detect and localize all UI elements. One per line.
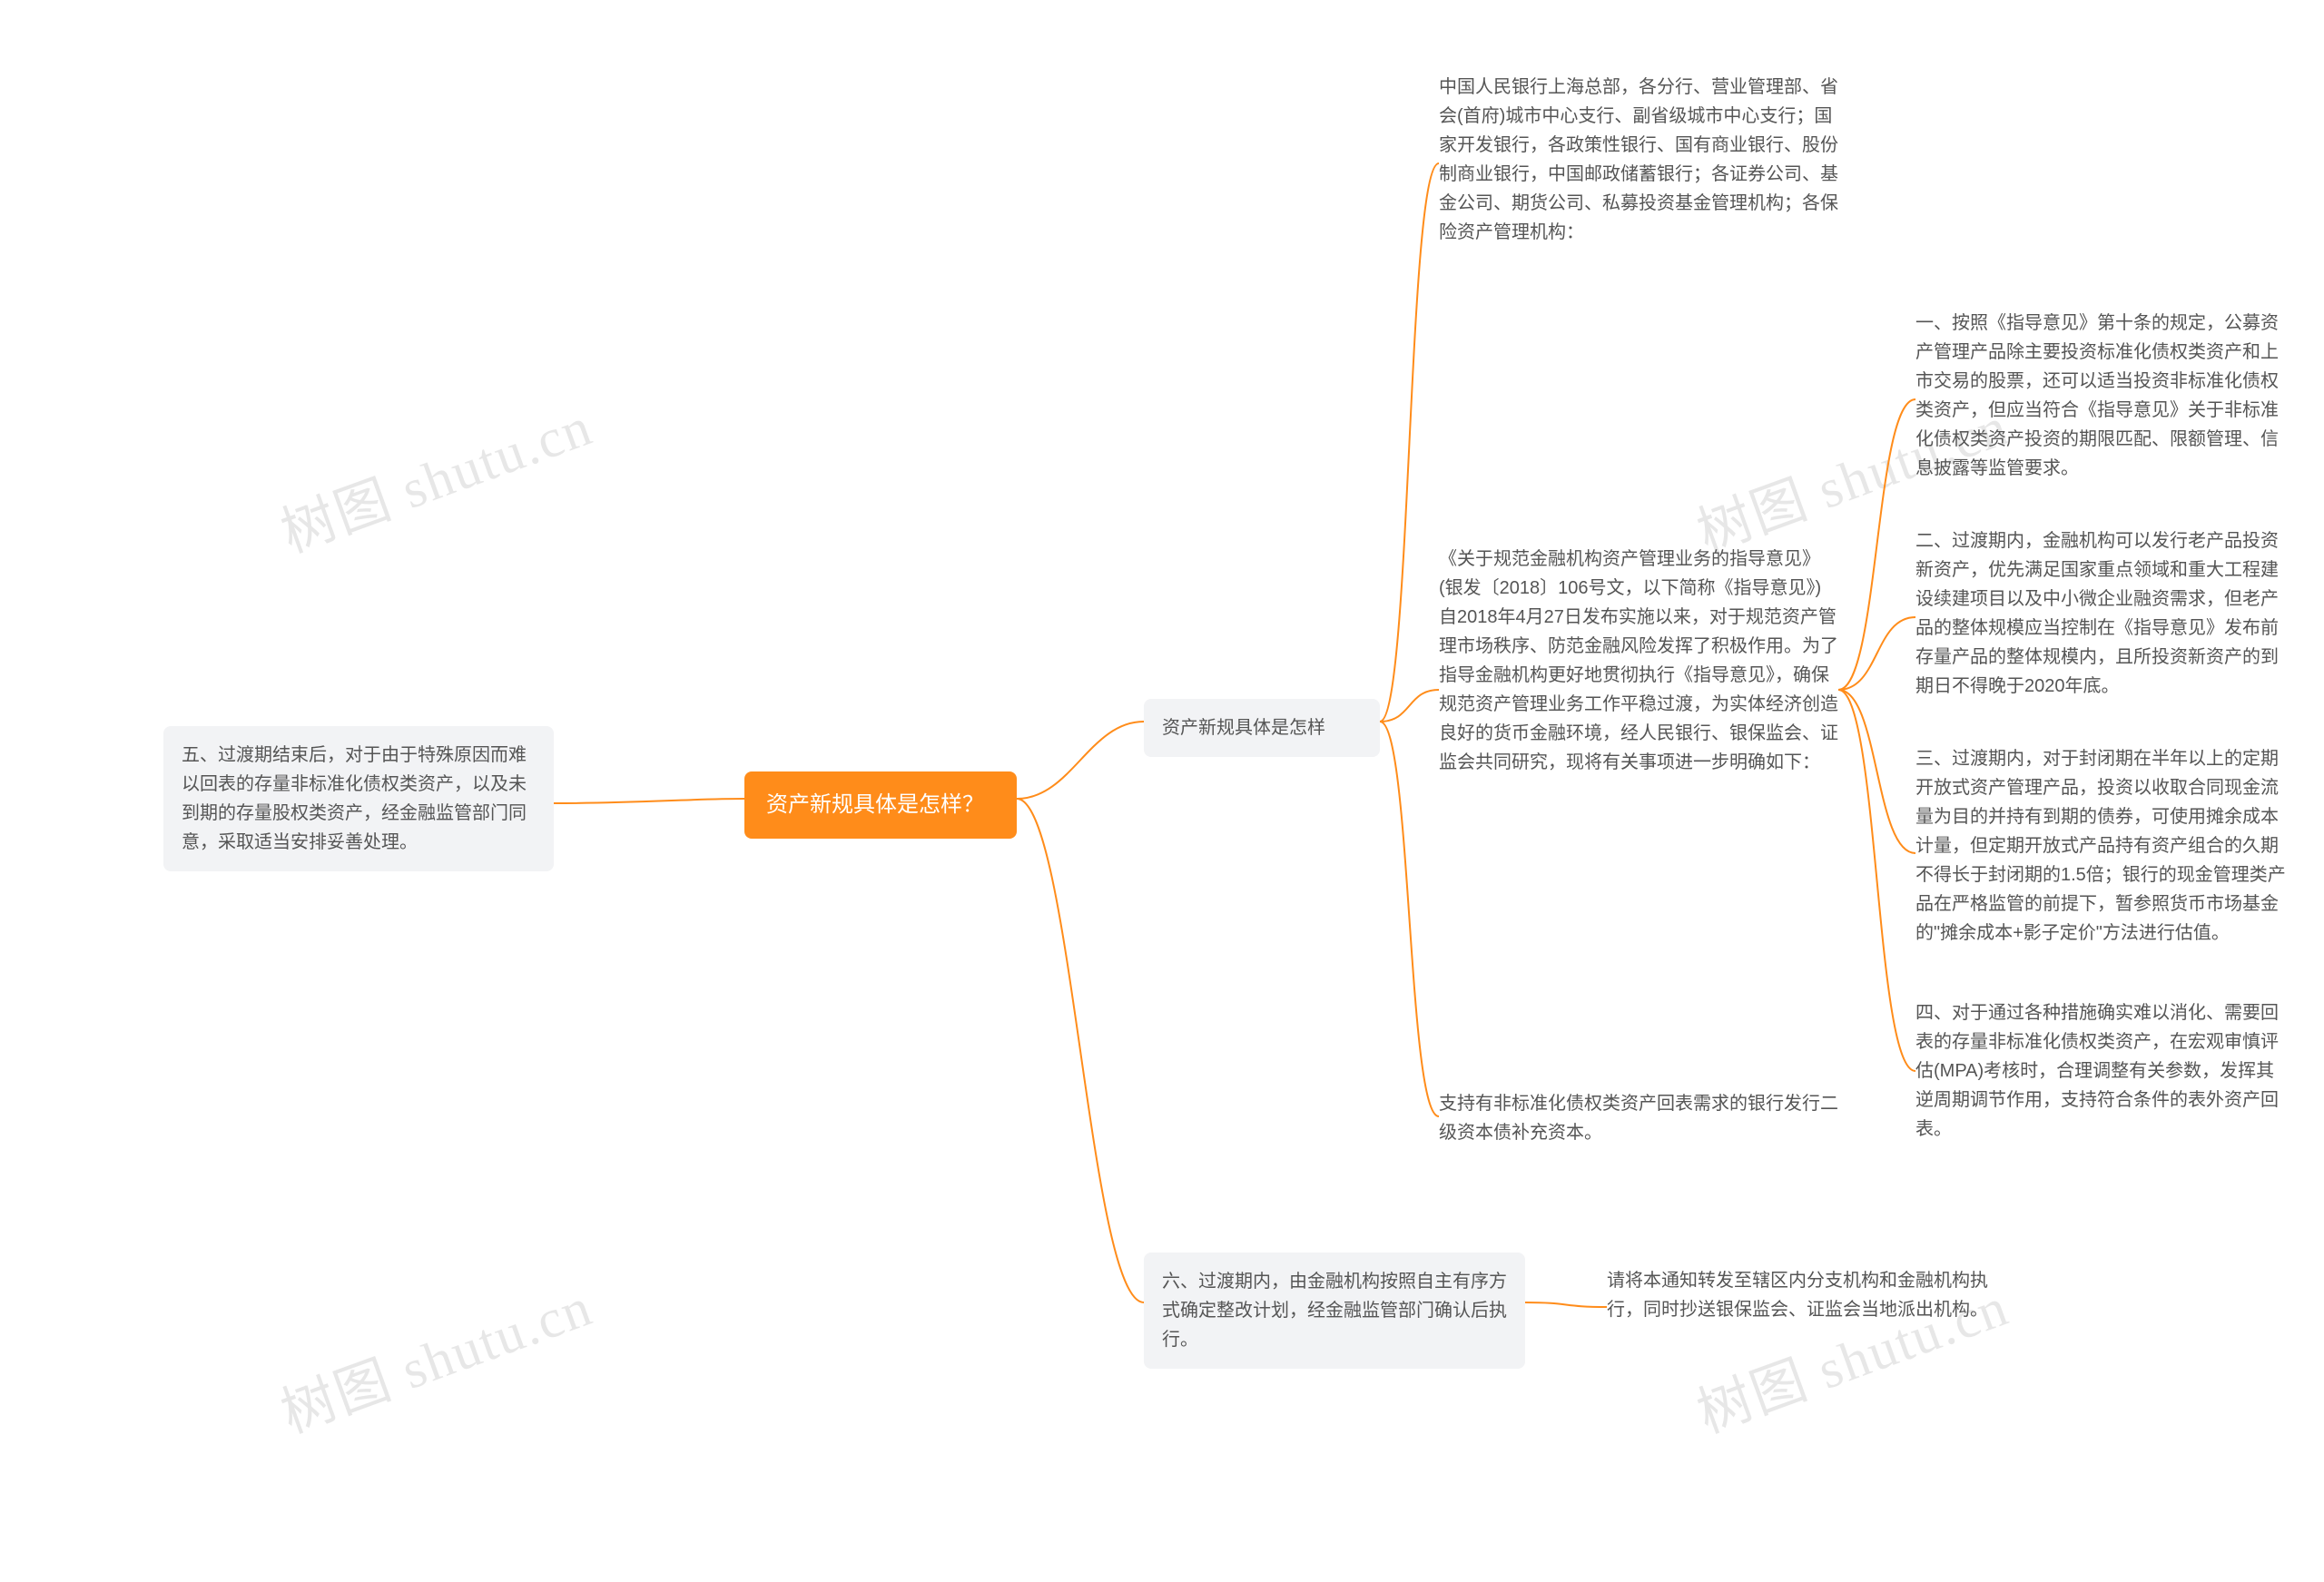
node-e1: 请将本通知转发至辖区内分支机构和金融机构执行，同时抄送银保监会、证监会当地派出机… <box>1607 1266 1988 1324</box>
node-d1: 一、按照《指导意见》第十条的规定，公募资产管理产品除主要投资标准化债权类资产和上… <box>1915 309 2288 483</box>
node-d3: 三、过渡期内，对于封闭期在半年以上的定期开放式资产管理产品，投资以收取合同现金流… <box>1915 744 2288 948</box>
node-left-5: 五、过渡期结束后，对于由于特殊原因而难以回表的存量非标准化债权类资产，以及未到期… <box>163 726 554 871</box>
mindmap-root: 资产新规具体是怎样？ <box>744 771 1017 839</box>
node-right-l1: 资产新规具体是怎样 <box>1144 699 1380 757</box>
node-right-l2: 六、过渡期内，由金融机构按照自主有序方式确定整改计划，经金融监管部门确认后执行。 <box>1144 1253 1525 1369</box>
node-d2: 二、过渡期内，金融机构可以发行老产品投资新资产，优先满足国家重点领域和重大工程建… <box>1915 526 2288 701</box>
node-c2: 《关于规范金融机构资产管理业务的指导意见》(银发〔2018〕106号文，以下简称… <box>1439 545 1838 777</box>
node-c1: 中国人民银行上海总部，各分行、营业管理部、省会(首府)城市中心支行、副省级城市中… <box>1439 73 1838 247</box>
node-c3: 支持有非标准化债权类资产回表需求的银行发行二级资本债补充资本。 <box>1439 1089 1838 1147</box>
node-d4: 四、对于通过各种措施确实难以消化、需要回表的存量非标准化债权类资产，在宏观审慎评… <box>1915 998 2288 1144</box>
watermark: 树图 shutu.cn <box>269 382 602 567</box>
watermark: 树图 shutu.cn <box>269 1263 602 1448</box>
